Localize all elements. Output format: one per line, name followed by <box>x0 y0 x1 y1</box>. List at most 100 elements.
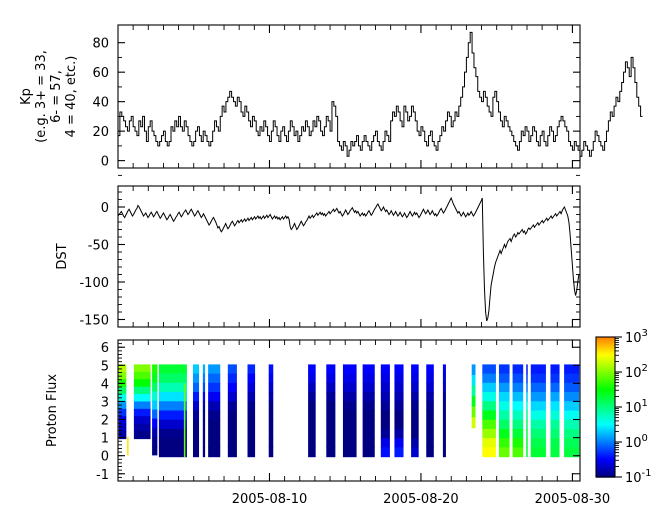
flux-cell <box>342 410 357 421</box>
flux-cell <box>247 438 256 448</box>
flux-cell <box>530 401 546 412</box>
colorbar-swatch <box>596 362 615 364</box>
colorbar-swatch <box>596 442 615 444</box>
colorbar-swatch <box>596 374 615 376</box>
colorbar-swatch <box>596 451 615 453</box>
flux-ytick-label: 0 <box>101 450 109 465</box>
flux-cell <box>394 373 404 384</box>
flux-cell <box>380 419 390 430</box>
flux-cell <box>227 364 237 375</box>
flux-cell <box>564 410 580 421</box>
flux-cell <box>192 382 200 393</box>
flux-cell <box>380 447 390 458</box>
flux-cell <box>227 447 237 458</box>
xaxis-tick-label: 2005-08-30 <box>535 492 611 507</box>
dst-axis-label: DST <box>55 243 70 269</box>
flux-cell <box>394 419 404 430</box>
flux-cell <box>380 373 390 384</box>
colorbar-swatch <box>596 344 615 346</box>
flux-cell <box>380 401 390 412</box>
flux-cell <box>192 392 200 402</box>
flux-cell <box>247 382 256 393</box>
flux-ytick-label: 5 <box>101 359 109 374</box>
colorbar-swatch <box>596 384 615 386</box>
flux-cell <box>526 428 528 439</box>
flux-cell <box>247 419 256 430</box>
colorbar-swatch <box>596 420 615 422</box>
colorbar-swatch <box>596 464 615 466</box>
flux-cell <box>526 438 528 448</box>
flux-cell <box>133 423 151 432</box>
dst-ytick-label: 0 <box>101 201 109 216</box>
colorbar-swatch <box>596 408 615 410</box>
flux-cell <box>308 382 316 393</box>
colorbar-swatch <box>596 370 615 372</box>
flux-cell <box>550 382 560 393</box>
flux-cell <box>152 400 158 411</box>
flux-cell <box>380 438 390 448</box>
flux-cell <box>482 410 496 421</box>
flux-cell <box>362 438 375 448</box>
kp-axis-label: (e.g. 3+ = 33, <box>34 50 49 143</box>
flux-cell <box>158 392 187 402</box>
flux-cell <box>308 428 316 439</box>
colorbar-swatch <box>596 394 615 396</box>
colorbar-swatch <box>596 400 615 402</box>
flux-cell <box>192 364 200 375</box>
colorbar-tick-label: 100 <box>625 433 648 451</box>
colorbar-swatch <box>596 419 615 421</box>
dst-trace <box>117 196 580 322</box>
colorbar-swatch <box>596 373 615 375</box>
flux-cell <box>152 409 158 420</box>
flux-cell <box>411 428 419 439</box>
flux-cell <box>268 438 274 448</box>
flux-cell <box>426 401 434 412</box>
colorbar-swatch <box>596 382 615 384</box>
colorbar-swatch <box>596 465 615 467</box>
flux-cell <box>227 438 237 448</box>
colorbar-swatch <box>596 446 615 448</box>
colorbar-tick-label: 103 <box>625 328 648 346</box>
kp-plot-frame <box>117 24 581 169</box>
flux-cell <box>152 418 158 429</box>
flux-cell <box>530 438 546 448</box>
flux-cell <box>530 419 546 430</box>
colorbar-swatch <box>596 466 615 468</box>
colorbar-swatch <box>596 452 615 454</box>
flux-axis-label: Proton Flux <box>45 374 60 447</box>
flux-cell <box>426 410 434 421</box>
flux-ytick-label: 3 <box>101 395 109 410</box>
colorbar-swatch <box>596 343 615 345</box>
flux-cell <box>394 447 404 458</box>
flux-cell <box>247 364 256 375</box>
flux-cell <box>152 391 158 402</box>
colorbar-swatch <box>596 458 615 460</box>
flux-cell <box>127 445 129 456</box>
colorbar-swatch <box>596 348 615 350</box>
flux-cell <box>426 392 434 402</box>
flux-cell <box>326 447 336 458</box>
flux-ytick-label: 4 <box>101 377 109 392</box>
flux-cell <box>308 401 316 412</box>
colorbar-swatch <box>596 361 615 363</box>
flux-cell <box>498 364 510 375</box>
xaxis-tick-label: 2005-08-10 <box>232 492 308 507</box>
flux-cell <box>152 382 158 393</box>
colorbar-swatch <box>596 428 615 430</box>
colorbar-swatch <box>596 433 615 435</box>
flux-cell <box>133 416 151 425</box>
flux-cell <box>118 408 127 417</box>
colorbar-swatch <box>596 441 615 443</box>
flux-cell <box>152 436 158 447</box>
flux-cell <box>564 392 580 402</box>
flux-cell <box>380 392 390 402</box>
colorbar-swatch <box>596 459 615 461</box>
flux-cell <box>550 438 560 448</box>
flux-cell <box>247 392 256 402</box>
flux-cell <box>411 373 419 384</box>
flux-cell <box>208 410 221 421</box>
colorbar-swatch <box>596 341 615 343</box>
colorbar-swatch <box>596 398 615 400</box>
colorbar-swatch <box>596 354 615 356</box>
